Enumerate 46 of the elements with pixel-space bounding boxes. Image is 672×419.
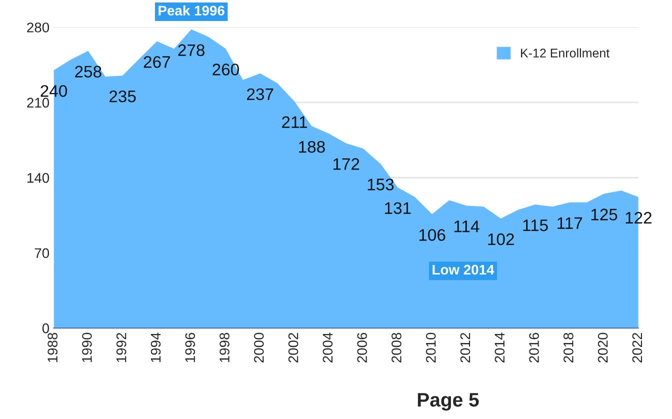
x-tick-label: 2008 bbox=[392, 332, 402, 362]
data-label: 258 bbox=[75, 66, 102, 78]
data-label: 188 bbox=[299, 140, 325, 153]
legend-label: K-12 Enrollment bbox=[521, 48, 610, 58]
x-tick-label: 1992 bbox=[116, 332, 126, 362]
data-label: 102 bbox=[488, 233, 514, 246]
annotation: Low 2014 bbox=[432, 264, 494, 275]
data-label: 114 bbox=[454, 220, 480, 232]
x-tick-label: 2004 bbox=[322, 332, 333, 362]
data-label: 211 bbox=[282, 116, 307, 128]
x-tick-label: 2000 bbox=[254, 332, 264, 362]
x-tick-label: 2006 bbox=[357, 332, 368, 362]
x-tick-label: 2014 bbox=[494, 332, 505, 362]
x-tick-label: 1988 bbox=[48, 332, 58, 362]
x-tick-label: 2020 bbox=[598, 332, 608, 362]
x-tick-label: 1998 bbox=[220, 332, 230, 362]
y-tick-label: 0 bbox=[42, 323, 50, 334]
y-tick-label: 70 bbox=[34, 248, 50, 258]
y-tick-label: 210 bbox=[27, 98, 50, 108]
data-label: 267 bbox=[144, 56, 170, 68]
data-label: 153 bbox=[368, 178, 394, 190]
text: Page 5 bbox=[418, 393, 479, 411]
data-label: 117 bbox=[558, 217, 582, 229]
data-label: 260 bbox=[212, 64, 239, 76]
y-tick-label: 140 bbox=[27, 172, 50, 183]
data-label: 122 bbox=[626, 212, 652, 224]
data-label: 131 bbox=[385, 202, 411, 214]
data-label: 115 bbox=[523, 220, 548, 232]
x-tick-label: 2016 bbox=[529, 332, 539, 362]
x-tick-label: 2002 bbox=[288, 332, 298, 362]
data-label: 106 bbox=[419, 229, 446, 241]
x-tick-label: 1994 bbox=[150, 332, 161, 362]
x-tick-label: 1996 bbox=[185, 332, 196, 362]
annotation: Peak 1996 bbox=[158, 5, 224, 16]
data-label: 278 bbox=[178, 44, 205, 56]
x-tick-label: 2012 bbox=[460, 332, 470, 362]
data-label: 125 bbox=[591, 208, 618, 220]
data-label: 235 bbox=[109, 90, 136, 102]
data-label: 237 bbox=[247, 88, 274, 100]
x-tick-label: 1990 bbox=[82, 332, 92, 362]
x-tick-label: 2022 bbox=[632, 332, 642, 362]
x-tick-label: 2018 bbox=[564, 332, 574, 362]
y-tick-label: 280 bbox=[27, 22, 50, 32]
data-label: 240 bbox=[40, 85, 68, 97]
data-label: 172 bbox=[333, 158, 360, 170]
x-tick-label: 2010 bbox=[426, 332, 436, 362]
